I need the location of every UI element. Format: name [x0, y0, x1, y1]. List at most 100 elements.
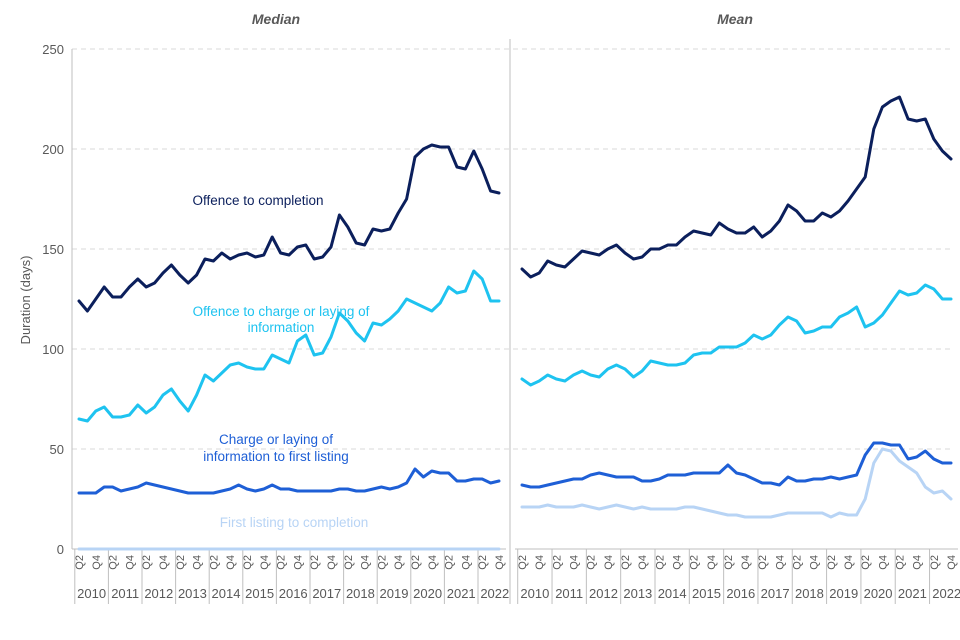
- x-quarter-label: Q4: [225, 555, 237, 570]
- x-quarter-label: Q4: [192, 555, 204, 570]
- series-lines: [77, 95, 953, 551]
- annotation-offence-to-charge: Offence to charge or laying of informati…: [193, 304, 370, 335]
- x-quarter-label: Q4: [534, 555, 546, 570]
- x-year-label: 2019: [380, 586, 409, 601]
- x-year-label: 2016: [726, 586, 755, 601]
- x-quarter-label: Q2: [309, 555, 321, 570]
- x-quarter-label: Q4: [393, 555, 405, 570]
- x-year-label: 2012: [144, 586, 173, 601]
- x-quarter-label: Q4: [91, 555, 103, 570]
- x-quarter-label: Q2: [860, 555, 872, 570]
- x-quarter-label: Q4: [568, 555, 580, 570]
- x-year-label: 2015: [692, 586, 721, 601]
- x-quarter-label: Q4: [946, 555, 958, 570]
- x-year-label: 2019: [829, 586, 858, 601]
- x-year-label: 2013: [623, 586, 652, 601]
- x-year-label: 2018: [346, 586, 375, 601]
- x-quarter-label: Q4: [259, 555, 271, 570]
- series-line-median-1: [77, 143, 501, 313]
- x-quarter-label: Q4: [460, 555, 472, 570]
- x-year-label: 2011: [555, 586, 583, 601]
- x-quarter-label: Q2: [276, 555, 288, 570]
- y-tick-label: 0: [57, 542, 64, 557]
- annotation-first-listing-to-completion: First listing to completion: [220, 515, 369, 530]
- x-year-label: 2020: [864, 586, 893, 601]
- x-year-label: 2020: [413, 586, 442, 601]
- x-quarter-label: Q2: [208, 555, 220, 570]
- x-quarter-label: Q2: [895, 555, 907, 570]
- x-quarter-label: Q4: [158, 555, 170, 570]
- x-year-label: 2017: [761, 586, 790, 601]
- x-quarter-label: Q4: [774, 555, 786, 570]
- x-quarter-label: Q2: [376, 555, 388, 570]
- x-quarter-label: Q2: [551, 555, 563, 570]
- y-axis-title: Duration (days): [18, 256, 33, 345]
- x-quarter-label: Q2: [929, 555, 941, 570]
- x-quarter-label: Q2: [517, 555, 529, 570]
- y-tick-label: 200: [42, 142, 64, 157]
- x-year-label: 2014: [658, 586, 687, 601]
- x-year-label: 2016: [279, 586, 308, 601]
- x-year-label: 2013: [178, 586, 207, 601]
- panel-title-mean: Mean: [717, 11, 753, 27]
- x-quarter-label: Q4: [912, 555, 924, 570]
- x-year-label: 2012: [589, 586, 618, 601]
- annotation-line: Offence to completion: [192, 193, 323, 208]
- annotation-line: Offence to charge or laying of: [193, 304, 370, 319]
- x-quarter-label: Q4: [494, 555, 506, 570]
- x-year-label: 2010: [520, 586, 549, 601]
- x-quarter-label: Q4: [740, 555, 752, 570]
- series-line-median-2: [77, 269, 501, 423]
- y-tick-label: 150: [42, 242, 64, 257]
- x-year-label: 2022: [480, 586, 509, 601]
- annotation-line: First listing to completion: [220, 515, 369, 530]
- x-quarter-label: Q4: [124, 555, 136, 570]
- x-year-label: 2014: [212, 586, 241, 601]
- annotation-line: information: [248, 320, 315, 335]
- x-quarter-label: Q2: [586, 555, 598, 570]
- x-quarter-label: Q4: [843, 555, 855, 570]
- x-year-label: 2015: [245, 586, 274, 601]
- x-quarter-label: Q2: [757, 555, 769, 570]
- x-quarter-label: Q2: [343, 555, 355, 570]
- x-quarter-label: Q2: [141, 555, 153, 570]
- x-year-label: 2021: [898, 586, 927, 601]
- x-quarter-label: Q2: [477, 555, 489, 570]
- annotation-offence-to-completion: Offence to completion: [192, 193, 323, 208]
- series-line-mean-3: [520, 441, 953, 489]
- x-quarter-label: Q2: [723, 555, 735, 570]
- x-quarter-label: Q2: [74, 555, 86, 570]
- x-quarter-label: Q4: [292, 555, 304, 570]
- x-year-label: 2022: [932, 586, 960, 601]
- x-quarter-label: Q2: [410, 555, 422, 570]
- x-quarter-label: Q2: [792, 555, 804, 570]
- x-year-label: 2010: [77, 586, 106, 601]
- x-quarter-label: Q4: [877, 555, 889, 570]
- x-quarter-label: Q2: [689, 555, 701, 570]
- panel-title-median: Median: [252, 11, 300, 27]
- x-quarter-label: Q4: [360, 555, 372, 570]
- x-quarter-label: Q4: [671, 555, 683, 570]
- x-quarter-label: Q2: [444, 555, 456, 570]
- x-quarter-label: Q2: [175, 555, 187, 570]
- x-quarter-label: Q2: [242, 555, 254, 570]
- axis-labels: 0 50 100 150 200 250 Q2 Q4 Q2 Q4 Q2 Q4 Q2 Q4 Q2 Q4 Q2 Q4 Q…: [42, 42, 960, 601]
- annotation-line: Charge or laying of: [219, 432, 333, 447]
- x-quarter-label: Q2: [108, 555, 120, 570]
- series-line-mean-1: [520, 95, 953, 279]
- annotation-line: information to first listing: [203, 449, 349, 464]
- series-line-mean-4: [520, 447, 953, 519]
- x-quarter-label: Q2: [620, 555, 632, 570]
- x-year-label: 2011: [111, 586, 139, 601]
- y-tick-label: 50: [50, 442, 64, 457]
- y-tick-label: 250: [42, 42, 64, 57]
- x-quarter-label: Q2: [826, 555, 838, 570]
- x-quarter-label: Q4: [809, 555, 821, 570]
- x-year-label: 2017: [312, 586, 341, 601]
- x-quarter-label: Q4: [637, 555, 649, 570]
- x-quarter-label: Q4: [603, 555, 615, 570]
- x-year-label: 2021: [447, 586, 476, 601]
- axes: [71, 39, 958, 604]
- y-tick-label: 100: [42, 342, 64, 357]
